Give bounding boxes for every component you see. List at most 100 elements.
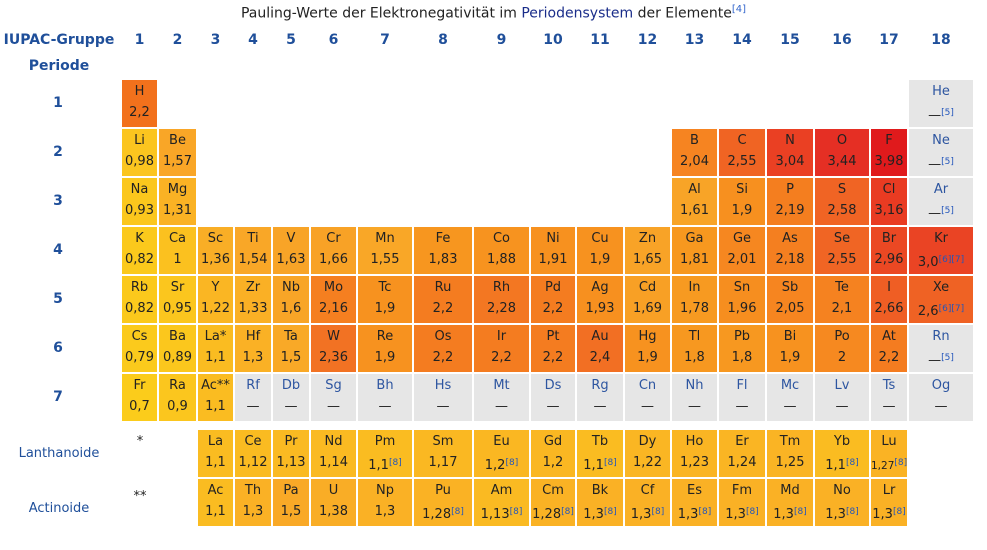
element-symbol[interactable]: Ba: [169, 329, 186, 344]
element-rh[interactable]: Rh 2,28: [474, 276, 529, 323]
element-symbol[interactable]: Cu: [591, 231, 609, 246]
element-symbol[interactable]: Br: [881, 231, 897, 246]
element-symbol[interactable]: W: [327, 329, 340, 344]
reference-link[interactable]: [8]: [505, 458, 519, 468]
element-br[interactable]: Br 2,96: [871, 227, 907, 274]
element-symbol[interactable]: Be: [169, 133, 186, 148]
element-mc[interactable]: Mc —: [767, 374, 813, 421]
element-symbol[interactable]: Sb: [781, 280, 799, 295]
element-lr-series[interactable]: Lr 1,3[8]: [871, 479, 907, 526]
element-symbol[interactable]: Dy: [638, 434, 657, 449]
element-cr[interactable]: Cr 1,66: [311, 227, 356, 274]
period-label-6[interactable]: 6: [53, 340, 63, 356]
reference-link[interactable]: [8]: [845, 458, 859, 468]
element-symbol[interactable]: Ta: [284, 329, 298, 344]
element-symbol[interactable]: Bi: [783, 329, 797, 344]
element-symbol[interactable]: Mo: [323, 280, 344, 295]
element-b[interactable]: B 2,04: [672, 129, 717, 176]
element-symbol[interactable]: Cn: [638, 378, 657, 393]
element-ac[interactable]: Ac** 1,1: [198, 374, 233, 421]
element-be[interactable]: Be 1,57: [159, 129, 196, 176]
element-symbol[interactable]: Ir: [496, 329, 507, 344]
element-symbol[interactable]: Re: [376, 329, 394, 344]
element-rb[interactable]: Rb 0,82: [122, 276, 157, 323]
element-sn[interactable]: Sn 1,96: [719, 276, 765, 323]
element-fr[interactable]: Fr 0,7: [122, 374, 157, 421]
group-header-label[interactable]: IUPAC-Gruppe: [3, 32, 115, 48]
element-symbol[interactable]: Rn: [932, 329, 950, 344]
element-sc[interactable]: Sc 1,36: [198, 227, 233, 274]
element-fe[interactable]: Fe 1,83: [414, 227, 472, 274]
element-symbol[interactable]: Cl: [882, 182, 896, 197]
element-he[interactable]: He —[5]: [909, 80, 973, 127]
actinoid-label[interactable]: Actinoide: [28, 501, 90, 516]
element-w[interactable]: W 2,36: [311, 325, 356, 372]
element-eu-series[interactable]: Eu 1,2[8]: [474, 430, 529, 477]
element-pm-series[interactable]: Pm 1,1[8]: [358, 430, 412, 477]
period-header-label[interactable]: Periode: [28, 58, 90, 74]
element-symbol[interactable]: Bh: [376, 378, 394, 393]
group-header-5[interactable]: 5: [286, 32, 296, 48]
element-symbol[interactable]: Gd: [543, 434, 563, 449]
element-symbol[interactable]: Mt: [493, 378, 510, 393]
element-symbol[interactable]: In: [688, 280, 701, 295]
group-header-15[interactable]: 15: [780, 32, 800, 48]
element-symbol[interactable]: Pd: [544, 280, 562, 295]
element-tl[interactable]: Tl 1,8: [672, 325, 717, 372]
element-symbol[interactable]: Se: [833, 231, 851, 246]
element-symbol[interactable]: Ti: [247, 231, 259, 246]
element-os[interactable]: Os 2,2: [414, 325, 472, 372]
element-cd[interactable]: Cd 1,69: [625, 276, 670, 323]
element-symbol[interactable]: Yb: [833, 434, 851, 449]
element-mg[interactable]: Mg 1,31: [159, 178, 196, 225]
element-mo[interactable]: Mo 2,16: [311, 276, 356, 323]
element-se[interactable]: Se 2,55: [815, 227, 869, 274]
element-symbol[interactable]: Fm: [731, 483, 753, 498]
element-symbol[interactable]: Mc: [780, 378, 800, 393]
element-no-series[interactable]: No 1,3[8]: [815, 479, 869, 526]
element-symbol[interactable]: Tm: [779, 434, 801, 449]
lanthanoid-label[interactable]: Lanthanoide: [18, 446, 100, 461]
element-v[interactable]: V 1,63: [273, 227, 309, 274]
element-symbol[interactable]: Cm: [542, 483, 564, 498]
element-po[interactable]: Po 2: [815, 325, 869, 372]
element-al[interactable]: Al 1,61: [672, 178, 717, 225]
element-symbol[interactable]: Ts: [882, 378, 896, 393]
element-ga[interactable]: Ga 1,81: [672, 227, 717, 274]
period-label-7[interactable]: 7: [53, 389, 63, 405]
element-symbol[interactable]: Sr: [170, 280, 185, 295]
element-cu[interactable]: Cu 1,9: [577, 227, 623, 274]
element-ni[interactable]: Ni 1,91: [531, 227, 575, 274]
element-symbol[interactable]: U: [328, 483, 339, 498]
element-ds[interactable]: Ds —: [531, 374, 575, 421]
element-symbol[interactable]: He: [932, 84, 950, 99]
element-lv[interactable]: Lv —: [815, 374, 869, 421]
element-symbol[interactable]: Np: [376, 483, 394, 498]
element-symbol[interactable]: Pm: [374, 434, 396, 449]
element-symbol[interactable]: Tc: [378, 280, 392, 295]
element-symbol[interactable]: Co: [492, 231, 511, 246]
element-symbol[interactable]: La: [207, 434, 224, 449]
element-tc[interactable]: Tc 1,9: [358, 276, 412, 323]
element-symbol[interactable]: Rh: [492, 280, 511, 295]
element-pu-series[interactable]: Pu 1,28[8]: [414, 479, 472, 526]
element-kr[interactable]: Kr 3,0[6][7]: [909, 227, 973, 274]
element-zr[interactable]: Zr 1,33: [235, 276, 271, 323]
reference-link[interactable]: [8]: [651, 507, 665, 517]
element-la-series[interactable]: La 1,1: [198, 430, 233, 477]
element-cf-series[interactable]: Cf 1,3[8]: [625, 479, 670, 526]
element-ir[interactable]: Ir 2,2: [474, 325, 529, 372]
element-symbol[interactable]: Po: [834, 329, 850, 344]
element-symbol[interactable]: C: [737, 133, 747, 148]
element-cs[interactable]: Cs 0,79: [122, 325, 157, 372]
element-gd-series[interactable]: Gd 1,2: [531, 430, 575, 477]
element-u-series[interactable]: U 1,38: [311, 479, 356, 526]
element-rn[interactable]: Rn —[5]: [909, 325, 973, 372]
element-symbol[interactable]: Pa: [283, 483, 299, 498]
element-c[interactable]: C 2,55: [719, 129, 765, 176]
element-er-series[interactable]: Er 1,24: [719, 430, 765, 477]
element-ho-series[interactable]: Ho 1,23: [672, 430, 717, 477]
group-header-3[interactable]: 3: [210, 32, 221, 48]
element-symbol[interactable]: P: [786, 182, 794, 197]
element-symbol[interactable]: Ca: [168, 231, 187, 246]
